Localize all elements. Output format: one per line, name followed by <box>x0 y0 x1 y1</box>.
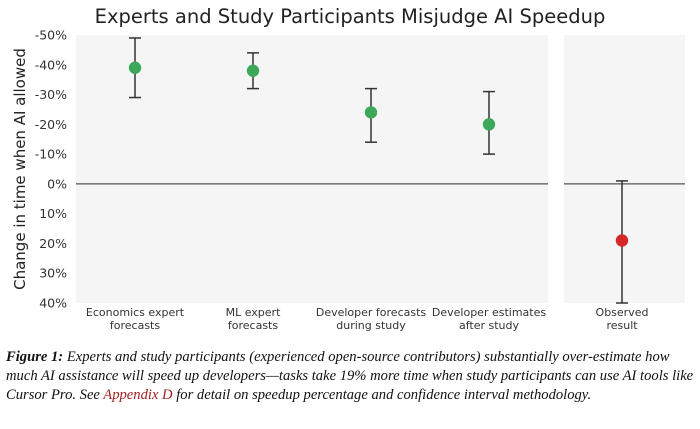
data-point-group <box>246 52 260 90</box>
y-axis-label: Change in time when AI allowed <box>11 48 29 290</box>
data-point <box>615 234 629 247</box>
y-tick-label: 20% <box>39 236 67 251</box>
chart: Experts and Study Participants Misjudge … <box>11 5 685 332</box>
x-category-label: during study <box>336 319 406 332</box>
data-point-group <box>482 90 496 155</box>
data-point <box>482 118 496 131</box>
chart-title: Experts and Study Participants Misjudge … <box>95 5 606 28</box>
data-point-group <box>128 37 142 99</box>
y-tick-label: 10% <box>39 206 67 221</box>
caption-text-end: for detail on speedup percentage and con… <box>172 387 592 403</box>
y-tick-label: 0% <box>47 176 67 191</box>
panel-right-background <box>564 35 685 303</box>
data-point <box>246 64 260 77</box>
y-tick-label: -50% <box>35 28 67 43</box>
data-point <box>364 106 378 119</box>
y-axis-ticks: -50% -40% -30% -20% -10% 0% 10% 20% 30% 40% <box>35 28 67 311</box>
x-category-label: forecasts <box>110 319 160 332</box>
x-category-label: result <box>606 319 638 332</box>
y-tick-label: -20% <box>35 117 67 132</box>
y-tick-label: -30% <box>35 87 67 102</box>
x-category-label: ML expert <box>226 306 281 319</box>
x-category-label: Developer forecasts <box>316 306 427 319</box>
data-marks <box>128 37 629 304</box>
y-tick-label: 40% <box>39 296 67 311</box>
data-point-group <box>364 87 378 143</box>
y-tick-label: -10% <box>35 147 67 162</box>
data-point-group <box>615 180 629 304</box>
y-tick-label: 30% <box>39 266 67 281</box>
x-category-label: Observed <box>596 306 649 319</box>
panel-left-background <box>76 35 548 303</box>
x-category-label: Developer estimates <box>432 306 546 319</box>
data-point <box>128 61 142 74</box>
figure-caption: Figure 1: Experts and study participants… <box>6 348 694 405</box>
x-category-label: forecasts <box>228 319 278 332</box>
appendix-link[interactable]: Appendix D <box>103 387 173 403</box>
caption-text: Experts and study participants (experien… <box>6 349 694 403</box>
caption-label: Figure 1: <box>6 349 64 365</box>
x-category-label: Economics expert <box>86 306 185 319</box>
y-tick-label: -40% <box>35 57 67 72</box>
x-category-label: after study <box>459 319 520 332</box>
